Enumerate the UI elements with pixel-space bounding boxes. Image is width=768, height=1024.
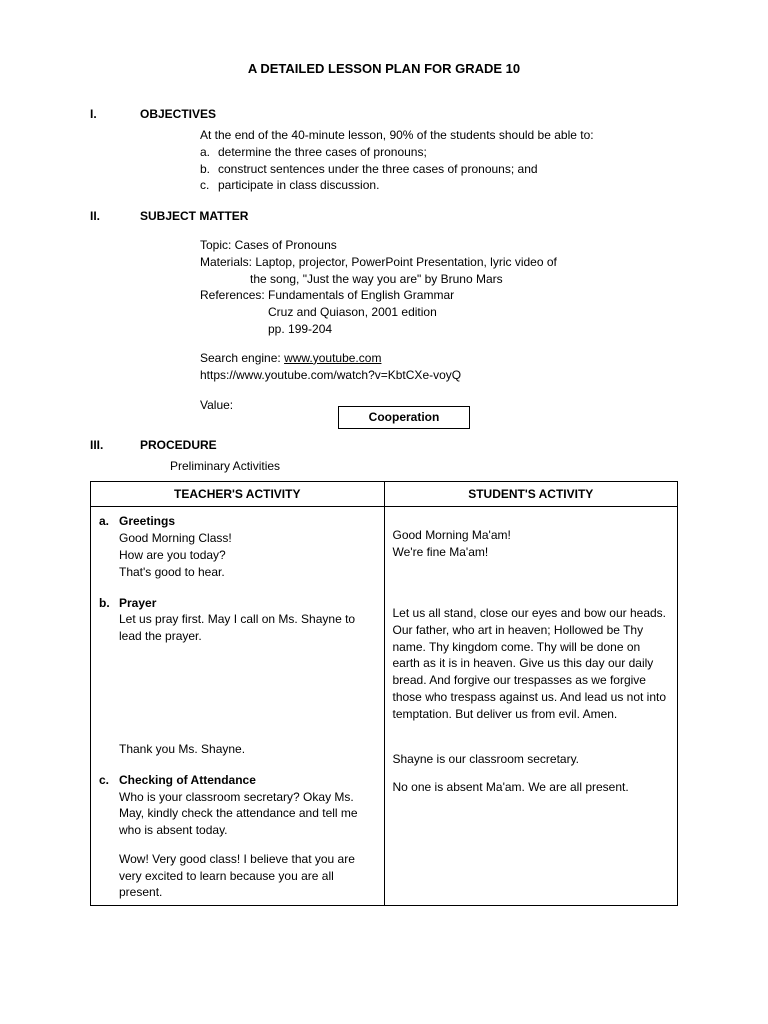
teacher-activity-header: TEACHER'S ACTIVITY bbox=[91, 481, 385, 507]
section-heading: PROCEDURE bbox=[140, 437, 217, 454]
item-letter: a. bbox=[200, 144, 218, 161]
teacher-cell: a. Greetings Good Morning Class! How are… bbox=[91, 507, 385, 906]
student-line: Good Morning Ma'am! bbox=[393, 527, 670, 544]
greetings-title: Greetings bbox=[119, 513, 175, 530]
student-line: No one is absent Ma'am. We are all prese… bbox=[393, 779, 670, 796]
item-letter: c. bbox=[200, 177, 218, 194]
teacher-line: Let us pray first. May I call on Ms. Sha… bbox=[119, 611, 376, 645]
roman-numeral: II. bbox=[90, 208, 140, 225]
objective-item: b. construct sentences under the three c… bbox=[200, 161, 678, 178]
section-subject-matter: II. SUBJECT MATTER bbox=[90, 208, 678, 225]
student-activity-header: STUDENT'S ACTIVITY bbox=[384, 481, 678, 507]
search-engine-line: Search engine: www.youtube.com bbox=[200, 350, 678, 367]
subject-matter-content: Topic: Cases of Pronouns Materials: Lapt… bbox=[200, 237, 678, 383]
table-row: a. Greetings Good Morning Class! How are… bbox=[91, 507, 678, 906]
references-line-3: pp. 199-204 bbox=[268, 321, 678, 338]
references-line: References: Fundamentals of English Gram… bbox=[200, 287, 678, 304]
section-procedure: III. PROCEDURE bbox=[90, 437, 678, 454]
teacher-line: Thank you Ms. Shayne. bbox=[119, 741, 376, 758]
teacher-line: Good Morning Class! bbox=[119, 530, 376, 547]
attendance-title: Checking of Attendance bbox=[119, 772, 256, 789]
item-text: participate in class discussion. bbox=[218, 177, 379, 194]
value-box: Cooperation bbox=[338, 406, 471, 429]
item-letter: b. bbox=[200, 161, 218, 178]
student-cell: Good Morning Ma'am! We're fine Ma'am! Le… bbox=[384, 507, 678, 906]
objectives-content: At the end of the 40-minute lesson, 90% … bbox=[200, 127, 678, 194]
roman-numeral: I. bbox=[90, 106, 140, 123]
objectives-intro: At the end of the 40-minute lesson, 90% … bbox=[200, 127, 678, 144]
student-line: Our father, who art in heaven; Hollowed … bbox=[393, 622, 670, 723]
prayer-title: Prayer bbox=[119, 595, 156, 612]
section-objectives: I. OBJECTIVES bbox=[90, 106, 678, 123]
student-line: Shayne is our classroom secretary. bbox=[393, 751, 670, 768]
objective-item: c. participate in class discussion. bbox=[200, 177, 678, 194]
section-heading: OBJECTIVES bbox=[140, 106, 216, 123]
teacher-line: Who is your classroom secretary? Okay Ms… bbox=[119, 789, 376, 839]
table-header-row: TEACHER'S ACTIVITY STUDENT'S ACTIVITY bbox=[91, 481, 678, 507]
value-label: Value: bbox=[200, 397, 233, 414]
item-letter: c. bbox=[99, 772, 119, 789]
references-line-2: Cruz and Quiason, 2001 edition bbox=[268, 304, 678, 321]
activity-table: TEACHER'S ACTIVITY STUDENT'S ACTIVITY a.… bbox=[90, 481, 678, 907]
youtube-url: https://www.youtube.com/watch?v=KbtCXe-v… bbox=[200, 367, 678, 384]
section-heading: SUBJECT MATTER bbox=[140, 208, 248, 225]
student-line: Let us all stand, close our eyes and bow… bbox=[393, 605, 670, 622]
document-title: A DETAILED LESSON PLAN FOR GRADE 10 bbox=[90, 60, 678, 78]
youtube-link: www.youtube.com bbox=[284, 351, 381, 365]
topic-line: Topic: Cases of Pronouns bbox=[200, 237, 678, 254]
teacher-line: Wow! Very good class! I believe that you… bbox=[119, 851, 376, 901]
item-text: determine the three cases of pronouns; bbox=[218, 144, 427, 161]
roman-numeral: III. bbox=[90, 437, 140, 454]
preliminary-activities-label: Preliminary Activities bbox=[170, 458, 678, 475]
objective-item: a. determine the three cases of pronouns… bbox=[200, 144, 678, 161]
materials-line: Materials: Laptop, projector, PowerPoint… bbox=[200, 254, 678, 271]
item-text: construct sentences under the three case… bbox=[218, 161, 538, 178]
teacher-line: How are you today? bbox=[119, 547, 376, 564]
teacher-line: That's good to hear. bbox=[119, 564, 376, 581]
item-letter: a. bbox=[99, 513, 119, 530]
materials-line-2: the song, "Just the way you are" by Brun… bbox=[250, 271, 678, 288]
document-page: A DETAILED LESSON PLAN FOR GRADE 10 I. O… bbox=[0, 0, 768, 1024]
item-letter: b. bbox=[99, 595, 119, 612]
student-line: We're fine Ma'am! bbox=[393, 544, 670, 561]
